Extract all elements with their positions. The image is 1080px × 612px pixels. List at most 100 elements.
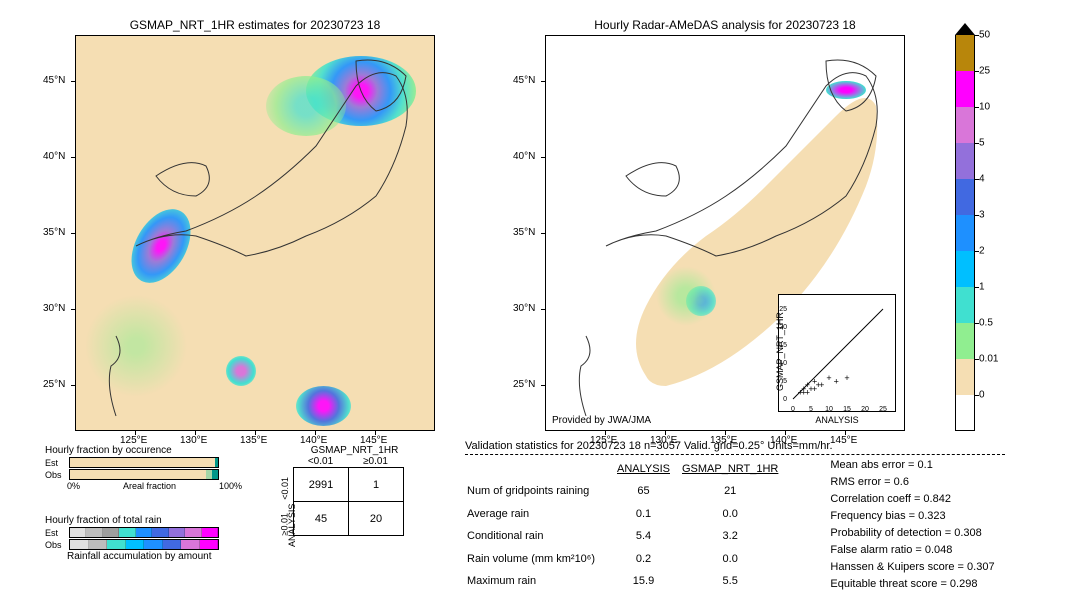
axis-left: 0% [67,481,80,491]
colorbar-label: 2 [979,246,985,257]
colorbar: 502510543210.50.010 [955,35,975,431]
x-tick-label: 125°E [590,435,617,446]
ct-row-0: <0.01 [280,477,290,500]
ct-col-1: ≥0.01 [348,456,403,467]
x-tick-label: 145°E [360,435,387,446]
coastline [76,36,435,431]
vt-row-label: Average rain [467,504,615,524]
vt-row-label: Conditional rain [467,526,615,546]
ct-cell: 2991 [294,468,349,502]
metric-row: RMS error = 0.6 [830,474,994,491]
total-row-label: Est [45,528,65,538]
metrics-column: Mean abs error = 0.1RMS error = 0.6Corre… [830,457,994,593]
colorbar-label: 50 [979,30,990,41]
colorbar-segment [955,71,975,107]
svg-text:5: 5 [809,406,813,413]
svg-text:+: + [801,387,806,397]
vt-cell: 0.0 [682,504,788,524]
map-left-title: GSMAP_NRT_1HR estimates for 20230723 18 [75,18,435,32]
hourly-total-title: Hourly fraction of total rain [45,515,219,526]
validation-stats: Validation statistics for 20230723 18 n=… [465,440,1005,593]
vt-row-label: Maximum rain [467,571,615,592]
colorbar-label: 0.01 [979,354,998,365]
colorbar-segment [955,287,975,323]
y-tick-label: 45°N [513,75,535,86]
y-tick-label: 45°N [43,75,65,86]
x-tick-label: 135°E [240,435,267,446]
x-tick-label: 140°E [770,435,797,446]
occ-row-label: Obs [45,470,65,480]
metric-row: Correlation coeff = 0.842 [830,491,994,508]
axis-mid: Areal fraction [123,481,176,491]
hourly-occurrence-title: Hourly fraction by occurence [45,445,242,456]
colorbar-segment [955,395,975,431]
y-tick-label: 35°N [43,227,65,238]
x-tick-label: 130°E [650,435,677,446]
metric-row: Hanssen & Kuipers score = 0.307 [830,559,994,576]
contingency-table: GSMAP_NRT_1HR ANALYSIS <0.01 ≥0.01 29911… [275,445,404,536]
occ-bar [69,469,219,480]
ct-col-0: <0.01 [293,456,348,467]
total-row-label: Obs [45,540,65,550]
colorbar-overflow-icon [955,23,975,35]
vt-row-label: Num of gridpoints raining [467,481,615,501]
x-tick-label: 130°E [180,435,207,446]
ct-row-1: ≥0.01 [279,513,289,535]
hourly-occurrence: Hourly fraction by occurence Est Obs 0% A… [45,445,242,491]
vt-col-0: ANALYSIS [617,459,680,479]
colorbar-segment [955,179,975,215]
map-left [75,35,435,431]
colorbar-segment [955,107,975,143]
ct-cell: 1 [349,468,404,502]
svg-text:20: 20 [861,406,869,413]
svg-text:0: 0 [791,406,795,413]
y-tick-label: 30°N [43,303,65,314]
metric-row: False alarm ratio = 0.048 [830,542,994,559]
ct-cell: 20 [349,502,404,536]
colorbar-segment [955,35,975,71]
y-tick-label: 40°N [513,151,535,162]
colorbar-label: 3 [979,210,985,221]
vt-cell: 0.1 [617,504,680,524]
colorbar-segment [955,215,975,251]
vt-cell: 15.9 [617,571,680,592]
map-right: Provided by JWA/JMA 00551010151520202525… [545,35,905,431]
hourly-total-footer: Rainfall accumulation by amount [67,551,219,562]
contingency-col-header: GSMAP_NRT_1HR [305,445,404,456]
vt-cell: 0.2 [617,548,680,568]
vt-cell: 5.5 [682,571,788,592]
y-tick-label: 30°N [513,303,535,314]
provided-by: Provided by JWA/JMA [552,415,651,426]
axis-right: 100% [219,481,242,491]
y-tick-label: 25°N [513,379,535,390]
vt-row-label: Rain volume (mm km²10⁶) [467,548,615,568]
colorbar-label: 5 [979,138,985,149]
svg-text:+: + [816,380,821,390]
vt-cell: 0.0 [682,548,788,568]
occ-row-label: Est [45,458,65,468]
x-tick-label: 135°E [710,435,737,446]
vt-cell: 5.4 [617,526,680,546]
validation-table: ANALYSISGSMAP_NRT_1HR Num of gridpoints … [465,457,790,593]
vt-col-1: GSMAP_NRT_1HR [682,459,788,479]
vt-cell: 3.2 [682,526,788,546]
colorbar-segment [955,359,975,395]
colorbar-segment [955,323,975,359]
x-tick-label: 125°E [120,435,147,446]
svg-text:+: + [844,373,849,383]
colorbar-segment [955,143,975,179]
colorbar-label: 25 [979,66,990,77]
hourly-total: Hourly fraction of total rain Est Obs Rai… [45,515,219,562]
vt-cell: 65 [617,481,680,501]
total-bar [69,527,219,538]
x-tick-label: 145°E [830,435,857,446]
metric-row: Probability of detection = 0.308 [830,525,994,542]
svg-text:10: 10 [825,406,833,413]
svg-text:+: + [834,377,839,387]
metric-row: Equitable threat score = 0.298 [830,576,994,593]
scatter-ylabel: GSMAP_NRT_1HR [775,312,785,391]
ct-cell: 45 [294,502,349,536]
x-tick-label: 140°E [300,435,327,446]
svg-text:25: 25 [879,406,887,413]
colorbar-label: 10 [979,102,990,113]
